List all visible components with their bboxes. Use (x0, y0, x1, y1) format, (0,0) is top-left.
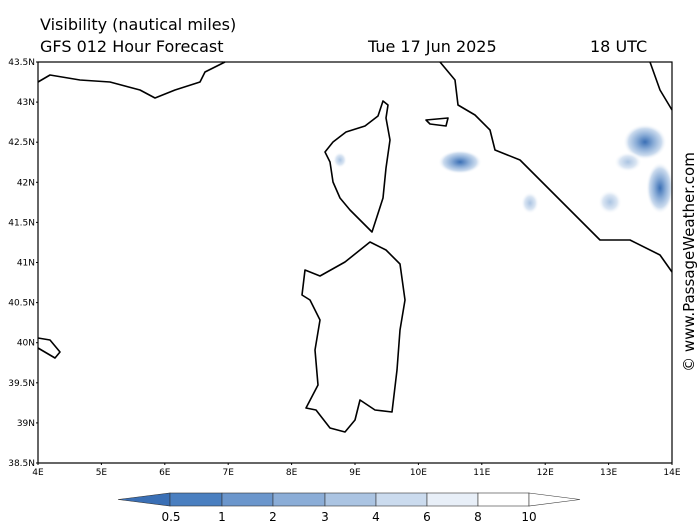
colorbar (117, 492, 581, 507)
date: Tue 17 Jun 2025 (367, 37, 497, 56)
colorbar-box (169, 492, 223, 507)
low-visibility-area (623, 124, 667, 160)
lat-label: 40.5N (8, 299, 35, 309)
elba (425, 117, 449, 127)
lon-label: 11E (473, 468, 490, 478)
lat-label: 41N (17, 259, 35, 269)
low-visibility-area (598, 190, 622, 214)
colorbar-label: 2 (269, 510, 277, 524)
lat-label: 39.5N (8, 379, 35, 389)
france-coast (37, 61, 226, 99)
lon-label: 12E (537, 468, 554, 478)
lat-label: 41.5N (8, 218, 35, 228)
lat-label: 40N (17, 339, 35, 349)
lon-label: 6E (159, 468, 171, 478)
lat-label: 42N (17, 178, 35, 188)
colorbar-box (426, 492, 479, 507)
low-visibility-area (438, 150, 482, 174)
visibility-field (333, 124, 674, 214)
lat-label: 39N (17, 419, 35, 429)
coastlines (37, 61, 673, 433)
lon-label: 5E (96, 468, 108, 478)
lat-label: 42.5N (8, 138, 35, 148)
low-visibility-area (646, 162, 674, 214)
map-frame (37, 61, 673, 464)
colorbar-label: 8 (474, 510, 482, 524)
title: Visibility (nautical miles) (40, 15, 236, 34)
lat-label: 43.5N (8, 58, 35, 68)
lon-label: 14E (663, 468, 680, 478)
credit: © www.PassageWeather.com (680, 152, 698, 372)
colorbar-label: 10 (521, 510, 536, 524)
lat-label: 38.5N (8, 459, 35, 469)
lon-label: 10E (410, 468, 427, 478)
colorbar-low-arrow (117, 492, 171, 507)
time: 18 UTC (590, 37, 647, 56)
corsica (324, 100, 391, 233)
colorbar-box (375, 492, 428, 507)
low-visibility-area (614, 152, 642, 172)
sardinia (301, 241, 406, 433)
lon-label: 13E (600, 468, 617, 478)
lon-label: 8E (286, 468, 298, 478)
colorbar-label: 1 (218, 510, 226, 524)
colorbar-box (477, 492, 530, 507)
colorbar-box (221, 492, 274, 507)
colorbar-label: 0.5 (161, 510, 180, 524)
colorbar-box (272, 492, 326, 507)
subtitle: GFS 012 Hour Forecast (40, 37, 224, 56)
colorbar-box (324, 492, 377, 507)
colorbar-high-arrow (528, 492, 581, 507)
italy-coast (649, 61, 673, 111)
lon-label: 4E (32, 468, 44, 478)
colorbar-label: 4 (372, 510, 380, 524)
lat-label: 43N (17, 98, 35, 108)
colorbar-label: 3 (321, 510, 329, 524)
low-visibility-area (333, 152, 347, 168)
colorbar-label: 6 (423, 510, 431, 524)
italy-coast (439, 61, 673, 273)
lon-label: 7E (222, 468, 234, 478)
low-visibility-area (521, 192, 539, 214)
africa-coast (37, 337, 61, 359)
lon-label: 9E (349, 468, 361, 478)
